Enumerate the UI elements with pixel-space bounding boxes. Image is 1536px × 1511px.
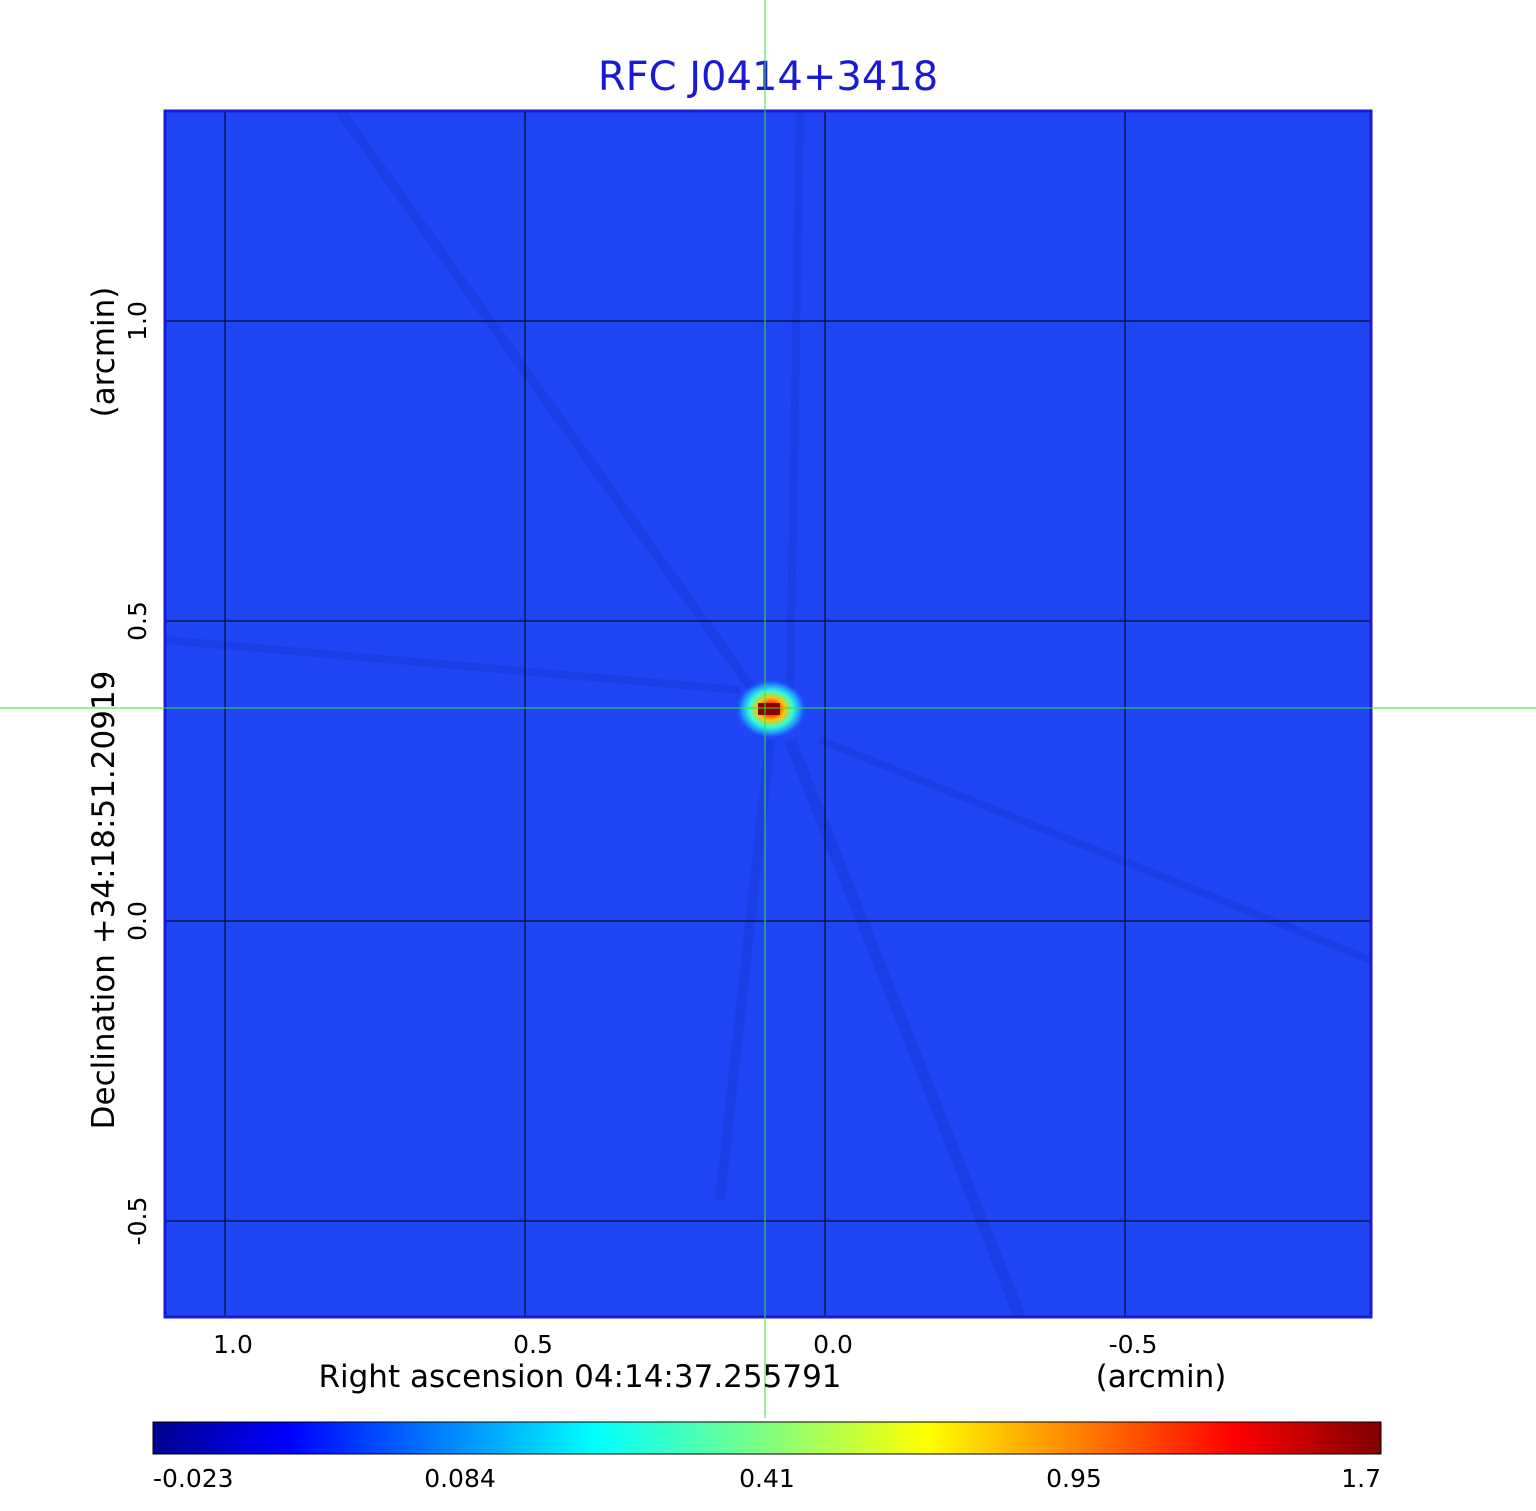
y-axis-label: Declination +34:18:51.20919	[86, 671, 122, 1130]
radio-source	[735, 679, 807, 739]
plot-frame	[163, 109, 1373, 1319]
source-peak-pixel	[758, 703, 780, 715]
y-tick-label: 1.0	[123, 301, 152, 341]
colorbar-tick-label: 0.084	[424, 1464, 496, 1493]
y-tick-label: -0.5	[123, 1197, 152, 1246]
y-tick-label: 0.0	[123, 901, 152, 941]
x-tick-label: 1.0	[213, 1330, 253, 1359]
colorbar-tick-label: 0.95	[1046, 1464, 1102, 1493]
x-tick-label: -0.5	[1109, 1330, 1158, 1359]
colorbar: -0.023 0.084 0.41 0.95 1.7	[152, 1421, 1382, 1493]
x-tick-label: 0.5	[513, 1330, 553, 1359]
x-axis-label: Right ascension 04:14:37.255791	[318, 1359, 841, 1395]
x-tick-label: 0.0	[813, 1330, 853, 1359]
plot-area	[163, 109, 1373, 1319]
colorbar-tick-label: 0.41	[739, 1464, 795, 1493]
y-axis-unit: (arcmin)	[86, 287, 122, 418]
colorbar-labels: -0.023 0.084 0.41 0.95 1.7	[153, 1464, 1381, 1493]
colorbar-tick-label: -0.023	[153, 1464, 234, 1493]
crosshair	[0, 0, 1536, 1418]
y-tick-label: 0.5	[123, 601, 152, 641]
colorbar-gradient	[152, 1421, 1382, 1455]
x-tick-labels: 1.0 0.5 0.0 -0.5	[213, 1330, 1157, 1359]
chart-title: RFC J0414+3418	[598, 54, 938, 100]
grid-lines	[165, 111, 1371, 1317]
x-axis-unit: (arcmin)	[1096, 1359, 1227, 1395]
y-tick-labels: 1.0 0.5 0.0 -0.5	[123, 301, 152, 1245]
colorbar-tick-label: 1.7	[1341, 1464, 1381, 1493]
